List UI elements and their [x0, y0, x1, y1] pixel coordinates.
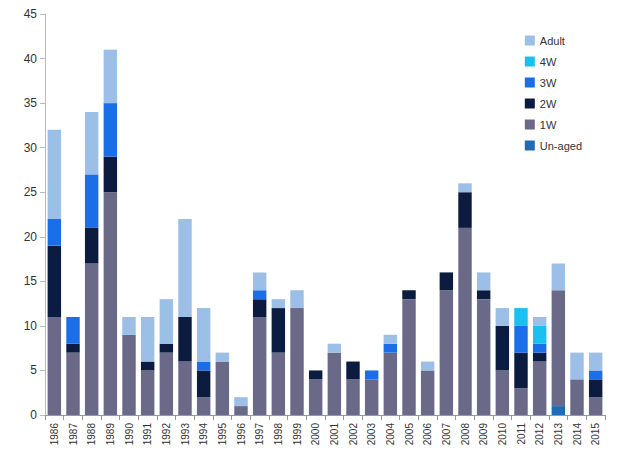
- svg-text:25: 25: [24, 185, 38, 199]
- svg-text:2006: 2006: [422, 423, 433, 446]
- svg-text:1987: 1987: [68, 423, 79, 446]
- svg-text:1999: 1999: [292, 423, 303, 446]
- svg-text:Un-aged: Un-aged: [540, 140, 582, 152]
- svg-text:3W: 3W: [540, 77, 557, 89]
- svg-text:1W: 1W: [540, 119, 557, 131]
- svg-text:1993: 1993: [180, 423, 191, 446]
- svg-text:1988: 1988: [86, 423, 97, 446]
- svg-text:2010: 2010: [497, 423, 508, 446]
- svg-text:1996: 1996: [236, 423, 247, 446]
- svg-text:1989: 1989: [105, 423, 116, 446]
- svg-text:40: 40: [24, 52, 38, 66]
- svg-text:1998: 1998: [273, 423, 284, 446]
- svg-text:1986: 1986: [49, 423, 60, 446]
- svg-text:2005: 2005: [404, 423, 415, 446]
- svg-text:1997: 1997: [254, 423, 265, 446]
- svg-text:5: 5: [30, 363, 37, 377]
- svg-text:2011: 2011: [516, 423, 527, 445]
- svg-text:2W: 2W: [540, 98, 557, 110]
- svg-text:1992: 1992: [161, 423, 172, 446]
- svg-text:1990: 1990: [124, 423, 135, 446]
- svg-text:2004: 2004: [385, 423, 396, 446]
- svg-text:2009: 2009: [478, 423, 489, 446]
- svg-text:30: 30: [24, 141, 38, 155]
- svg-text:4W: 4W: [540, 56, 557, 68]
- svg-text:2008: 2008: [460, 423, 471, 446]
- svg-text:20: 20: [24, 230, 38, 244]
- svg-text:2014: 2014: [572, 423, 583, 446]
- svg-text:Adult: Adult: [540, 35, 565, 47]
- svg-text:2003: 2003: [366, 423, 377, 446]
- svg-text:45: 45: [24, 7, 38, 21]
- svg-text:2007: 2007: [441, 423, 452, 446]
- svg-text:35: 35: [24, 96, 38, 110]
- svg-text:2002: 2002: [348, 423, 359, 446]
- svg-text:1991: 1991: [142, 423, 153, 446]
- svg-text:15: 15: [24, 274, 38, 288]
- svg-text:2015: 2015: [590, 423, 601, 446]
- svg-text:1995: 1995: [217, 423, 228, 446]
- svg-text:2012: 2012: [534, 423, 545, 446]
- svg-text:0: 0: [30, 408, 37, 422]
- svg-text:2013: 2013: [553, 423, 564, 446]
- svg-text:1994: 1994: [198, 423, 209, 446]
- svg-text:2001: 2001: [329, 423, 340, 446]
- svg-text:2000: 2000: [310, 423, 321, 446]
- svg-text:10: 10: [24, 319, 38, 333]
